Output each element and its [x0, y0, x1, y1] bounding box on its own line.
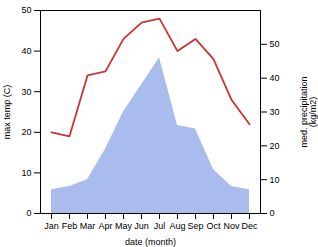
svg-text:May: May	[115, 221, 133, 231]
svg-text:30: 30	[270, 107, 280, 117]
svg-text:0: 0	[26, 208, 31, 218]
svg-text:40: 40	[21, 46, 31, 56]
svg-text:Sep: Sep	[187, 221, 203, 231]
svg-text:40: 40	[270, 73, 280, 83]
svg-text:max temp (C): max temp (C)	[2, 85, 12, 140]
svg-text:30: 30	[21, 87, 31, 97]
svg-text:Oct: Oct	[206, 221, 221, 231]
svg-text:Apr: Apr	[98, 221, 112, 231]
svg-text:10: 10	[270, 175, 280, 185]
svg-text:50: 50	[270, 39, 280, 49]
svg-text:Dec: Dec	[241, 221, 258, 231]
svg-text:20: 20	[21, 127, 31, 137]
svg-text:Nov: Nov	[223, 221, 240, 231]
svg-text:Aug: Aug	[169, 221, 185, 231]
svg-text:Feb: Feb	[62, 221, 78, 231]
svg-text:10: 10	[21, 168, 31, 178]
svg-text:Jun: Jun	[134, 221, 149, 231]
svg-text:date (month): date (month)	[125, 237, 176, 247]
svg-text:0: 0	[270, 208, 275, 218]
svg-text:20: 20	[270, 141, 280, 151]
svg-text:Jul: Jul	[154, 221, 166, 231]
svg-text:Mar: Mar	[80, 221, 96, 231]
svg-text:Jan: Jan	[44, 221, 59, 231]
svg-text:50: 50	[21, 5, 31, 15]
svg-text:med. precipitation(kg/m2): med. precipitation(kg/m2)	[299, 76, 318, 147]
